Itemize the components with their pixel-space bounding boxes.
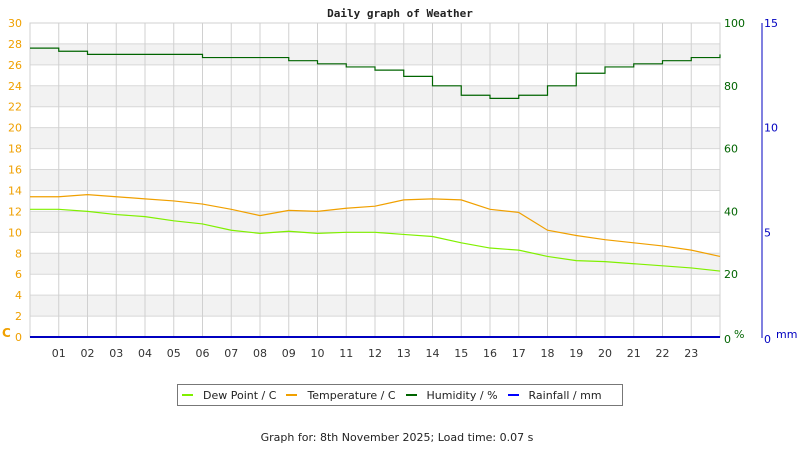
x-tick-label: 09 (282, 347, 296, 360)
left-tick-label: 22 (8, 101, 22, 114)
legend-swatch (286, 394, 298, 396)
left-tick-label: 28 (8, 38, 22, 51)
x-tick-label: 21 (627, 347, 641, 360)
x-tick-label: 17 (512, 347, 526, 360)
humidity-axis-unit: % (734, 328, 744, 341)
left-tick-label: 10 (8, 226, 22, 239)
left-tick-label: 12 (8, 205, 22, 218)
rainfall-axis-ticks: 0 5 10 15 (764, 17, 778, 346)
x-tick-label: 05 (167, 347, 181, 360)
left-tick-label: 18 (8, 143, 22, 156)
rainfall-tick-label: 0 (764, 333, 771, 346)
legend-swatch (405, 394, 417, 396)
left-tick-label: 14 (8, 184, 22, 197)
x-tick-label: 22 (656, 347, 670, 360)
humidity-tick-label: 40 (724, 205, 738, 218)
rainfall-tick-label: 15 (764, 17, 778, 30)
legend-item-dew-point: Dew Point / C (182, 389, 276, 402)
left-tick-label: 2 (15, 310, 22, 323)
x-tick-label: 03 (109, 347, 123, 360)
x-tick-label: 11 (339, 347, 353, 360)
legend-label: Rainfall / mm (528, 388, 602, 402)
legend: Dew Point / C Temperature / C Humidity /… (177, 384, 623, 406)
x-tick-label: 02 (81, 347, 95, 360)
series-line-dew (30, 208, 721, 272)
x-tick-label: 01 (52, 347, 66, 360)
x-tick-label: 04 (138, 347, 152, 360)
left-axis-unit: C (2, 326, 11, 340)
x-axis-ticks: 01 02 03 04 05 06 07 08 09 10 11 12 13 14 15 16 17 18 19 20… (52, 347, 699, 360)
humidity-tick-label: 0 (724, 333, 731, 346)
legend-item-temperature: Temperature / C (286, 388, 396, 402)
series-line-humidity (30, 47, 721, 99)
legend-label: Dew Point / C (203, 388, 277, 402)
graph-footer: Graph for: 8th November 2025; Load time:… (260, 431, 534, 444)
legend-label: Humidity / % (426, 388, 498, 402)
humidity-tick-label: 60 (724, 143, 738, 156)
x-tick-label: 16 (483, 347, 497, 360)
x-tick-label: 20 (598, 347, 612, 360)
x-tick-label: 12 (368, 347, 382, 360)
x-tick-label: 23 (684, 347, 698, 360)
left-tick-label: 0 (15, 331, 22, 344)
x-tick-label: 10 (311, 347, 325, 360)
data-series (30, 47, 721, 338)
x-tick-label: 07 (224, 347, 238, 360)
left-tick-label: 24 (8, 80, 22, 93)
left-tick-label: 6 (15, 268, 22, 281)
x-tick-label: 08 (253, 347, 267, 360)
left-tick-label: 4 (15, 289, 22, 302)
left-tick-label: 20 (8, 122, 22, 135)
x-tick-label: 18 (541, 347, 555, 360)
left-tick-label: 30 (8, 17, 22, 30)
grid-vertical-lines (58, 23, 692, 337)
rainfall-axis-unit: mm (776, 328, 797, 341)
x-tick-label: 15 (454, 347, 468, 360)
left-tick-label: 8 (15, 247, 22, 260)
humidity-tick-label: 100 (724, 17, 745, 30)
legend-swatch (182, 394, 193, 396)
left-tick-label: 26 (8, 59, 22, 72)
weather-chart: Daily graph of Weather 02468101214161820… (2, 7, 797, 360)
legend-item-rainfall: Rainfall / mm (507, 388, 602, 402)
x-tick-label: 06 (196, 347, 210, 360)
x-tick-label: 14 (426, 347, 440, 360)
rainfall-tick-label: 10 (764, 122, 778, 135)
x-tick-label: 13 (397, 347, 411, 360)
legend-label: Temperature / C (307, 388, 396, 402)
x-tick-label: 19 (569, 347, 583, 360)
humidity-tick-label: 20 (724, 268, 738, 281)
series-line-temperature (30, 194, 721, 257)
left-tick-label: 16 (8, 164, 22, 177)
legend-swatch (507, 394, 519, 396)
humidity-axis-ticks: 0 20 40 60 80 100 (724, 17, 745, 346)
chart-title: Daily graph of Weather (327, 7, 473, 20)
legend-item-humidity: Humidity / % (405, 388, 498, 402)
rainfall-tick-label: 5 (764, 226, 771, 239)
humidity-tick-label: 80 (724, 80, 738, 93)
